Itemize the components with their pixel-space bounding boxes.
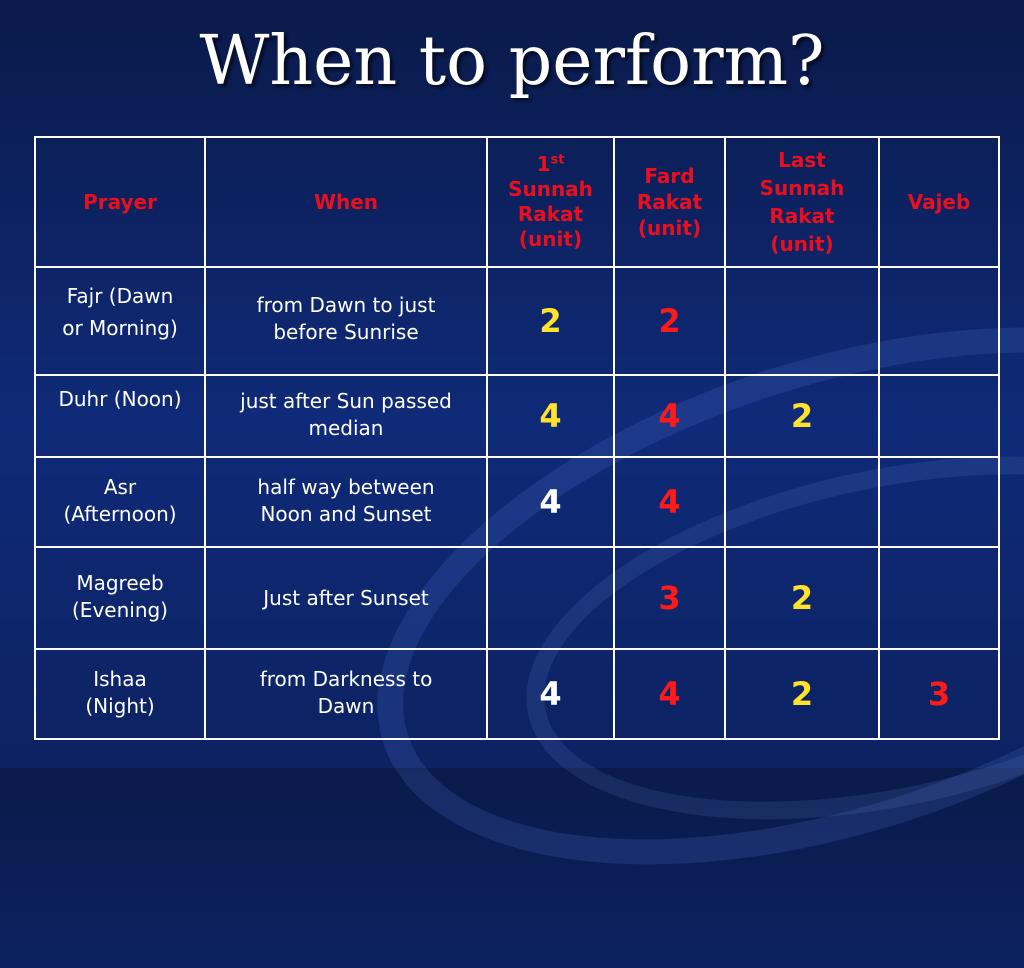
prayer-when-line1: just after Sun passed bbox=[240, 389, 452, 413]
first-sunnah-count bbox=[486, 546, 615, 650]
header-fard-line1: Fard bbox=[644, 164, 695, 188]
fard-count: 4 bbox=[613, 456, 726, 548]
prayer-name-line2: (Night) bbox=[85, 694, 155, 718]
first-sunnah-count: 4 bbox=[486, 456, 615, 548]
prayer-when-line1: Just after Sunset bbox=[263, 585, 429, 610]
prayer-name: Duhr (Noon) bbox=[34, 374, 206, 458]
header-last-sunnah-line1: Last bbox=[778, 148, 826, 172]
prayer-when-line2: Noon and Sunset bbox=[260, 502, 432, 526]
last-sunnah-count bbox=[724, 266, 880, 376]
last-sunnah-count: 2 bbox=[724, 546, 880, 650]
vajeb-count bbox=[878, 266, 1000, 376]
last-sunnah-count: 2 bbox=[724, 374, 880, 458]
prayer-when: just after Sun passed median bbox=[204, 374, 488, 458]
header-fard-line2: Rakat bbox=[636, 190, 703, 214]
fard-count: 3 bbox=[613, 546, 726, 650]
fard-count: 2 bbox=[613, 266, 726, 376]
first-sunnah-count: 4 bbox=[486, 374, 615, 458]
header-last-sunnah-line2: Sunnah bbox=[759, 176, 845, 200]
prayer-name-line1: Ishaa bbox=[93, 667, 147, 691]
table-row: Duhr (Noon) just after Sun passed median… bbox=[34, 374, 1000, 458]
prayer-when-line1: from Darkness to bbox=[259, 667, 433, 691]
header-last-sunnah-line3: Rakat bbox=[769, 204, 835, 228]
prayer-name-line1: Duhr (Noon) bbox=[58, 387, 182, 411]
header-last-sunnah: Last Sunnah Rakat (unit) bbox=[724, 136, 880, 268]
header-when: When bbox=[204, 136, 488, 268]
header-first-sunnah-line2: Rakat bbox=[517, 202, 584, 226]
header-first-sunnah-sup: st bbox=[550, 152, 565, 168]
header-prayer: Prayer bbox=[34, 136, 206, 268]
prayer-when: half way between Noon and Sunset bbox=[204, 456, 488, 548]
header-fard-unit: (unit) bbox=[637, 216, 702, 240]
fard-count: 4 bbox=[613, 648, 726, 740]
table-row: Magreeb (Evening) Just after Sunset 3 2 bbox=[34, 546, 1000, 650]
table-row: Ishaa (Night) from Darkness to Dawn 4 4 … bbox=[34, 648, 1000, 740]
first-sunnah-count: 2 bbox=[486, 266, 615, 376]
vajeb-count bbox=[878, 546, 1000, 650]
prayer-name-line1: Asr bbox=[103, 475, 137, 499]
last-sunnah-count: 2 bbox=[724, 648, 880, 740]
header-first-sunnah-unit: (unit) bbox=[518, 227, 583, 251]
header-first-sunnah: 1st Sunnah Rakat (unit) bbox=[486, 136, 615, 268]
prayer-name: Fajr (Dawn or Morning) bbox=[34, 266, 206, 376]
fard-count: 4 bbox=[613, 374, 726, 458]
header-vajeb: Vajeb bbox=[878, 136, 1000, 268]
prayer-when-line1: half way between bbox=[257, 475, 435, 499]
table-header-row: Prayer When 1st Sunnah Rakat (unit) Fard… bbox=[34, 136, 1000, 268]
header-first-sunnah-num: 1 bbox=[536, 152, 551, 176]
prayer-name: Magreeb (Evening) bbox=[34, 546, 206, 650]
prayer-name: Ishaa (Night) bbox=[34, 648, 206, 740]
header-fard: Fard Rakat (unit) bbox=[613, 136, 726, 268]
prayer-name-line2: (Evening) bbox=[72, 598, 168, 622]
last-sunnah-count bbox=[724, 456, 880, 548]
prayer-name-line2: or Morning) bbox=[62, 316, 178, 340]
first-sunnah-count: 4 bbox=[486, 648, 615, 740]
header-first-sunnah-line1: Sunnah bbox=[508, 177, 593, 201]
table-row: Fajr (Dawn or Morning) from Dawn to just… bbox=[34, 266, 1000, 376]
prayer-when: from Darkness to Dawn bbox=[204, 648, 488, 740]
table-row: Asr (Afternoon) half way between Noon an… bbox=[34, 456, 1000, 548]
prayer-name-line1: Magreeb bbox=[76, 571, 164, 595]
prayer-when: from Dawn to just before Sunrise bbox=[204, 266, 488, 376]
prayer-when-line2: median bbox=[308, 416, 384, 440]
prayer-when-line2: before Sunrise bbox=[273, 320, 419, 344]
vajeb-count bbox=[878, 456, 1000, 548]
slide-title: When to perform? bbox=[199, 22, 825, 101]
prayer-name-line1: Fajr (Dawn bbox=[66, 284, 174, 308]
vajeb-count bbox=[878, 374, 1000, 458]
prayer-table: Prayer When 1st Sunnah Rakat (unit) Fard… bbox=[34, 136, 1000, 740]
vajeb-count: 3 bbox=[878, 648, 1000, 740]
prayer-name: Asr (Afternoon) bbox=[34, 456, 206, 548]
prayer-when-line2: Dawn bbox=[317, 694, 375, 718]
prayer-name-line2: (Afternoon) bbox=[63, 502, 177, 526]
prayer-when-line1: from Dawn to just bbox=[256, 293, 436, 317]
prayer-when: Just after Sunset bbox=[204, 546, 488, 650]
header-last-sunnah-unit: (unit) bbox=[770, 232, 834, 256]
